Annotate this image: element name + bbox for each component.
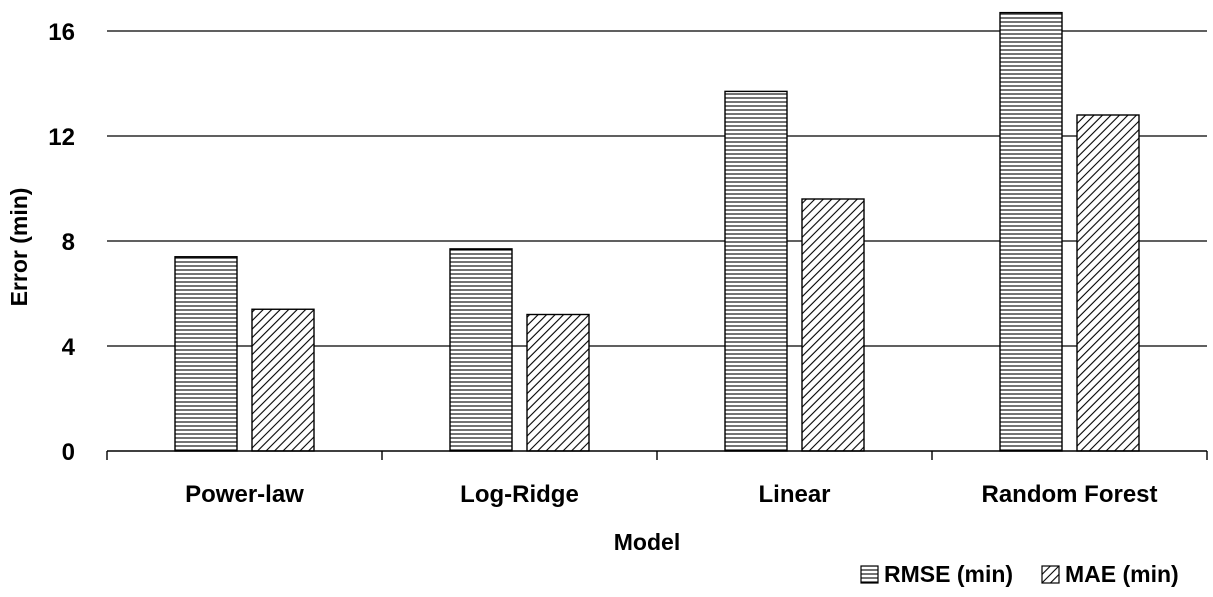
mae-bar	[251, 308, 315, 452]
y-tick-label: 16	[48, 19, 75, 46]
rmse-bar	[724, 90, 788, 452]
legend-swatch-rmse	[860, 565, 879, 584]
bars	[174, 11, 1140, 452]
legend-label-rmse: RMSE (min)	[884, 561, 1013, 587]
x-tick-label: Random Forest	[981, 481, 1157, 508]
x-tick-label: Power-law	[185, 481, 304, 508]
y-axis-title: Error (min)	[6, 188, 32, 307]
x-tick-label: Log-Ridge	[460, 481, 579, 508]
x-axis-title: Model	[614, 529, 680, 555]
x-tick-label: Linear	[758, 481, 830, 508]
tick-labels: 0 4 8 12 16 Power-law Log-Ridge Linear Random Fo…	[48, 19, 1157, 508]
y-tick-label: 8	[62, 229, 75, 256]
mae-bar	[801, 198, 865, 452]
axes	[106, 450, 1208, 460]
mae-bar	[1076, 114, 1140, 452]
y-tick-label: 12	[48, 124, 75, 151]
y-tick-label: 0	[62, 439, 75, 466]
legend-swatch-mae	[1041, 565, 1060, 584]
y-tick-label: 4	[62, 334, 76, 361]
legend: RMSE (min) MAE (min)	[860, 561, 1179, 587]
rmse-bar	[449, 248, 513, 452]
mae-bar	[526, 313, 590, 452]
legend-label-mae: MAE (min)	[1065, 561, 1179, 587]
rmse-bar	[999, 11, 1063, 452]
rmse-bar	[174, 256, 238, 452]
